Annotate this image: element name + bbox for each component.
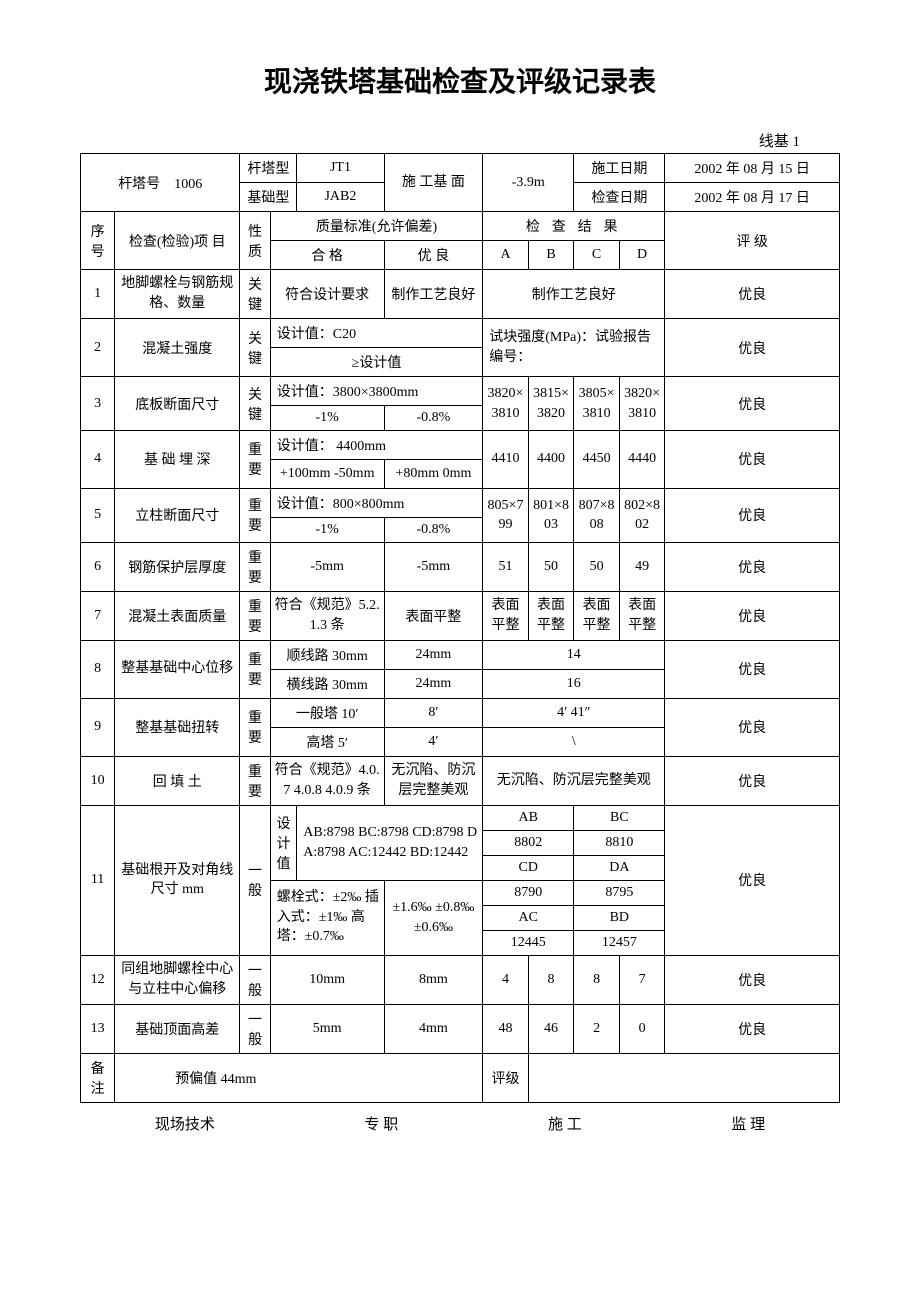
table-row: 2 混凝土强度 关键 设计值：C20 试块强度(MPa)：试验报告编号： 优良 <box>81 319 840 348</box>
col-d: D <box>619 241 665 270</box>
col-seq: 序号 <box>81 212 115 270</box>
tower-type-label: 杆塔型 <box>240 154 297 183</box>
footer-signatures: 现场技术 专 职 施 工 监 理 <box>80 1113 840 1134</box>
col-result: 检 查 结 果 <box>483 212 665 241</box>
check-date-label: 检查日期 <box>574 183 665 212</box>
constr-face-label: 施 工基 面 <box>384 154 483 212</box>
inspection-table: 杆塔号 1006 杆塔型 JT1 施 工基 面 -3.9m 施工日期 2002 … <box>80 153 840 1103</box>
table-row: 3 底板断面尺寸 关键 设计值：3800×3800mm 3820×3810 38… <box>81 377 840 406</box>
found-type: JAB2 <box>297 183 384 212</box>
tower-no-label: 杆塔号 1006 <box>81 154 240 212</box>
table-row: 8整基基础中心位移重要 顺线路 30mm24mm 14 优良 <box>81 640 840 669</box>
table-row: 9整基基础扭转重要 一般塔 10′8′ 4′ 41″ 优良 <box>81 698 840 727</box>
col-a: A <box>483 241 529 270</box>
col-rating: 评 级 <box>665 212 840 270</box>
col-item: 检查(检验)项 目 <box>115 212 240 270</box>
col-nature: 性质 <box>240 212 270 270</box>
table-row: 7混凝土表面质量重要 符合《规范》5.2.1.3 条表面平整 表面平整表面平整表… <box>81 591 840 640</box>
constr-date-label: 施工日期 <box>574 154 665 183</box>
table-row: 6钢筋保护层厚度重要 -5mm-5mm 51505049 优良 <box>81 542 840 591</box>
form-code: 线基 1 <box>80 130 840 151</box>
table-row: 5 立柱断面尺寸 重要 设计值：800×800mm 805×799 801×80… <box>81 488 840 517</box>
constr-face: -3.9m <box>483 154 574 212</box>
col-good: 优 良 <box>384 241 483 270</box>
page-title: 现浇铁塔基础检查及评级记录表 <box>80 60 840 100</box>
note-row: 备注 预偏值 44mm 评级 <box>81 1053 840 1102</box>
col-pass: 合 格 <box>270 241 384 270</box>
constr-date: 2002 年 08 月 15 日 <box>665 154 840 183</box>
check-date: 2002 年 08 月 17 日 <box>665 183 840 212</box>
table-row: 4 基 础 埋 深 重要 设计值： 4400mm 4410 4400 4450 … <box>81 431 840 460</box>
found-type-label: 基础型 <box>240 183 297 212</box>
col-c: C <box>574 241 620 270</box>
table-row: 10回 填 土重要 符合《规范》4.0.7 4.0.8 4.0.9 条无沉陷、防… <box>81 756 840 805</box>
table-row: 13基础顶面高差一般 5mm4mm 484620 优良 <box>81 1004 840 1053</box>
table-row: 11 基础根开及对角线尺寸 mm 一般 设计值 AB:8798 BC:8798 … <box>81 805 840 830</box>
col-std: 质量标准(允许偏差) <box>270 212 483 241</box>
tower-type: JT1 <box>297 154 384 183</box>
col-b: B <box>528 241 574 270</box>
table-row: 1 地脚螺栓与钢筋规格、数量 关键 符合设计要求 制作工艺良好 制作工艺良好 优… <box>81 270 840 319</box>
table-row: 12同组地脚螺栓中心与立柱中心偏移一般 10mm8mm 4887 优良 <box>81 955 840 1004</box>
